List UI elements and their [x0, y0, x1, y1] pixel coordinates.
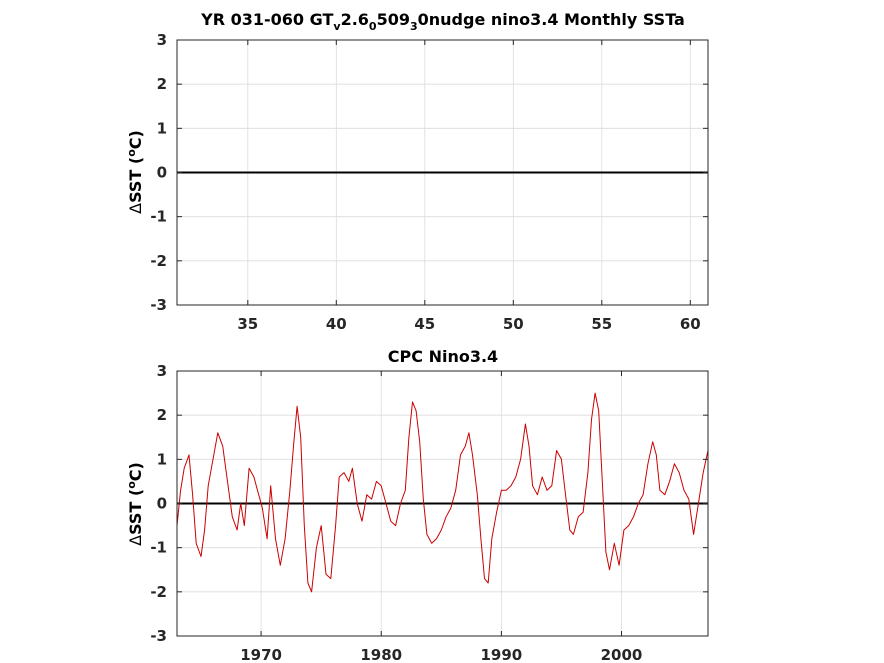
- bottom-panel: 1970 1980 1990 2000 -3 -2 -1 0 1 2 3 CPC Nino3.4 Δ…: [125, 347, 709, 663]
- y-tick-label: 0: [157, 495, 167, 513]
- y-tick-label: 1: [157, 119, 167, 137]
- y-tick-label: 1: [157, 450, 167, 468]
- top-title-part-d: 0nudge nino3.4 Monthly SSTa: [418, 10, 685, 29]
- top-ylabel-unit: C): [126, 130, 145, 149]
- x-tick-label: 45: [414, 315, 435, 333]
- y-tick-label: -3: [150, 627, 167, 645]
- y-tick-label: -1: [150, 208, 167, 226]
- top-ylabel-text: SST (: [126, 157, 145, 203]
- bottom-ylabel-text: SST (: [126, 489, 145, 535]
- top-title-sub-1: v: [333, 20, 341, 33]
- top-ylabel-sup: o: [125, 149, 138, 157]
- top-ylabel: ΔSST (oC): [125, 130, 145, 214]
- bottom-series: [176, 392, 709, 593]
- bottom-ticks: 1970 1980 1990 2000 -3 -2 -1 0 1 2 3: [150, 362, 708, 663]
- bottom-ylabel-delta: Δ: [126, 535, 145, 546]
- y-tick-label: 3: [157, 31, 167, 49]
- top-title: YR 031-060 GTv2.6050930nudge nino3.4 Mon…: [200, 10, 685, 33]
- top-panel: 35 40 45 50 55 60 -3 -2 -1 0 1 2 3 YR 031-060 GTv2.6…: [125, 10, 709, 333]
- x-tick-label: 1980: [360, 646, 402, 663]
- bottom-ylabel: ΔSST (oC): [125, 462, 145, 546]
- top-ticks: 35 40 45 50 55 60 -3 -2 -1 0 1 2 3: [150, 31, 708, 333]
- x-tick-label: 50: [503, 315, 524, 333]
- top-title-sub-2: 0: [369, 20, 377, 33]
- y-tick-label: -1: [150, 539, 167, 557]
- y-tick-label: 0: [157, 164, 167, 182]
- x-tick-label: 1990: [480, 646, 522, 663]
- top-title-part-b: 2.6: [341, 10, 369, 29]
- bottom-ylabel-unit: C): [126, 462, 145, 481]
- y-tick-label: 3: [157, 362, 167, 380]
- top-title-part-c: 509: [377, 10, 410, 29]
- bottom-ylabel-sup: o: [125, 481, 138, 489]
- x-tick-label: 1970: [240, 646, 282, 663]
- y-tick-label: -2: [150, 252, 167, 270]
- top-title-part-a: YR 031-060 GT: [200, 10, 333, 29]
- y-tick-label: 2: [157, 75, 167, 93]
- series-line: [176, 392, 709, 593]
- y-tick-label: 2: [157, 406, 167, 424]
- top-ylabel-delta: Δ: [126, 203, 145, 214]
- x-tick-label: 55: [591, 315, 612, 333]
- x-tick-label: 35: [237, 315, 258, 333]
- y-tick-label: -2: [150, 583, 167, 601]
- x-tick-label: 60: [680, 315, 701, 333]
- y-tick-label: -3: [150, 296, 167, 314]
- top-title-sub-3: 3: [410, 20, 418, 33]
- bottom-title: CPC Nino3.4: [388, 347, 498, 366]
- x-tick-label: 2000: [601, 646, 643, 663]
- x-tick-label: 40: [326, 315, 347, 333]
